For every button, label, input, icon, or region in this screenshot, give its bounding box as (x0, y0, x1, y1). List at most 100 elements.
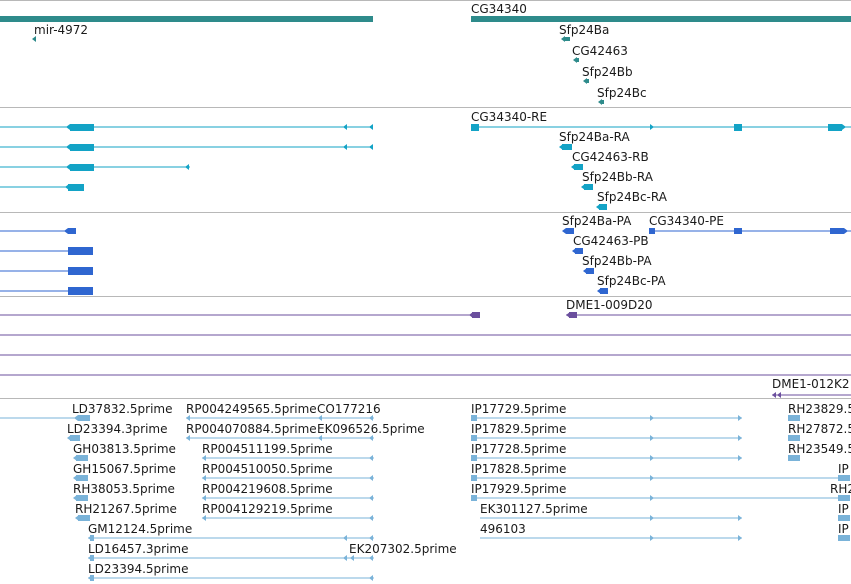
est-label[interactable]: RP004070884.5prime (186, 422, 317, 436)
gene-label-mir-4972[interactable]: mir-4972 (34, 23, 89, 37)
protein-label-cg42463-pb[interactable]: CG42463-PB (573, 234, 649, 248)
est-label[interactable]: IP (838, 502, 849, 516)
exon-block (576, 58, 579, 62)
est-label[interactable]: IP17829.5prime (471, 422, 567, 436)
est-label[interactable]: IP17929.5prime (471, 482, 567, 496)
arrow-left-icon (186, 435, 190, 441)
exon-block (601, 100, 604, 104)
gene-label-sfp24bb[interactable]: Sfp24Bb (582, 65, 633, 79)
est-label[interactable]: GH03813.5prime (73, 442, 176, 456)
exon-block (566, 228, 574, 234)
track-separator-genes (0, 107, 851, 108)
arrow-left-icon (88, 535, 92, 541)
est-label[interactable]: RP004129219.5prime (202, 502, 333, 516)
arrow-left-icon (66, 144, 70, 150)
arrow-left-icon (369, 575, 373, 581)
est-label[interactable]: LD23394.3prime (67, 422, 168, 436)
arrow-left-icon (369, 515, 373, 521)
arrow-left-icon (369, 455, 373, 461)
transcript-label-sfp24bb-ra[interactable]: Sfp24Bb-RA (582, 170, 653, 184)
est-label[interactable]: RH23549.5 (788, 442, 851, 456)
est-label[interactable]: RP004510050.5prime (202, 462, 333, 476)
arrow-right-icon (738, 535, 742, 541)
gene-label-cg42463[interactable]: CG42463 (572, 44, 628, 58)
exon-block (838, 475, 850, 481)
arrow-left-icon (32, 36, 36, 42)
arrow-right-icon (650, 455, 654, 461)
est-label[interactable]: IP17828.5prime (471, 462, 567, 476)
exon-block (562, 144, 572, 150)
est-label[interactable]: 496103 (480, 522, 526, 536)
transcript-label-sfp24ba-ra[interactable]: Sfp24Ba-RA (559, 130, 630, 144)
gene-label-sfp24bc[interactable]: Sfp24Bc (597, 86, 647, 100)
est-label[interactable]: GM12124.5prime (88, 522, 193, 536)
est-label[interactable]: RP004219608.5prime (202, 482, 333, 496)
arrow-left-icon (561, 36, 565, 42)
arrow-right-icon (738, 455, 742, 461)
exon-block (471, 415, 477, 421)
est-label[interactable]: IP17728.5prime (471, 442, 567, 456)
arrow-left-icon (581, 184, 585, 190)
protein-label-sfp24bb-pa[interactable]: Sfp24Bb-PA (582, 254, 652, 268)
est-label[interactable]: EK096526.5prime (317, 422, 425, 436)
est-label[interactable]: RH38053.5prime (73, 482, 175, 496)
transcript-label-cg42463-rb[interactable]: CG42463-RB (572, 150, 649, 164)
arrow-left-icon (88, 575, 92, 581)
arrow-right-icon (650, 475, 654, 481)
est-label[interactable]: LD37832.5prime (72, 402, 173, 416)
arrow-right-icon (738, 124, 742, 130)
clone-label-dme1-012k2[interactable]: DME1-012K2 (772, 377, 850, 391)
exon-block (788, 435, 800, 441)
exon-block (76, 455, 88, 461)
arrow-left-icon (73, 475, 77, 481)
est-label[interactable]: IP17729.5prime (471, 402, 567, 416)
exon-block (586, 268, 594, 274)
exon-block (575, 248, 583, 254)
arrow-left-icon (369, 144, 373, 150)
est-label[interactable]: EK207302.5prime (349, 542, 457, 556)
gene-span-bar (471, 16, 851, 22)
exon-block (78, 415, 90, 421)
gene-span-bar (0, 16, 373, 22)
est-label[interactable]: RH2 (830, 482, 851, 496)
arrow-left-icon (202, 515, 206, 521)
arrow-left-icon (202, 495, 206, 501)
arrow-left-icon (571, 164, 575, 170)
est-label[interactable]: RP004249565.5prime (186, 402, 317, 416)
arrow-left-icon (777, 392, 781, 398)
arrow-left-icon (318, 435, 322, 441)
arrow-left-icon (66, 124, 70, 130)
gene-label-sfp24ba[interactable]: Sfp24Ba (559, 23, 610, 37)
arrow-left-icon (318, 415, 322, 421)
protein-label-sfp24ba-pa[interactable]: Sfp24Ba-PA (562, 214, 632, 228)
exon-block (471, 435, 477, 441)
est-label[interactable]: IP (838, 522, 849, 536)
arrow-left-icon (186, 415, 190, 421)
est-label[interactable]: RH21267.5prime (75, 502, 177, 516)
exon-block (70, 124, 94, 131)
exon-block (838, 495, 850, 501)
exon-block (569, 312, 577, 318)
protein-label-sfp24bc-pa[interactable]: Sfp24Bc-PA (597, 274, 666, 288)
est-label[interactable]: EK301127.5prime (480, 502, 588, 516)
est-label[interactable]: RP004511199.5prime (202, 442, 333, 456)
transcript-label-cg34340-re[interactable]: CG34340-RE (471, 110, 548, 124)
transcript-label-sfp24bc-ra[interactable]: Sfp24Bc-RA (597, 190, 667, 204)
exon-block (76, 495, 88, 501)
track-separator-clones (0, 398, 851, 399)
gene-label-cg34340[interactable]: CG34340 (471, 2, 527, 16)
est-label[interactable]: RH23829.5 (788, 402, 851, 416)
est-label[interactable]: GH15067.5prime (73, 462, 176, 476)
est-label[interactable]: CO177216 (317, 402, 381, 416)
protein-label-cg34340-pe[interactable]: CG34340-PE (649, 214, 724, 228)
arrow-right-icon (650, 495, 654, 501)
arrow-left-icon (559, 144, 563, 150)
est-label[interactable]: LD16457.3prime (88, 542, 189, 556)
est-label[interactable]: RH27872.5 (788, 422, 851, 436)
arrow-left-icon (369, 475, 373, 481)
clone-label-dme1-009d20[interactable]: DME1-009D20 (566, 298, 653, 312)
est-label[interactable]: LD23394.5prime (88, 562, 189, 576)
arrow-right-icon (738, 415, 742, 421)
exon-block (76, 475, 88, 481)
est-label[interactable]: IP (838, 462, 849, 476)
